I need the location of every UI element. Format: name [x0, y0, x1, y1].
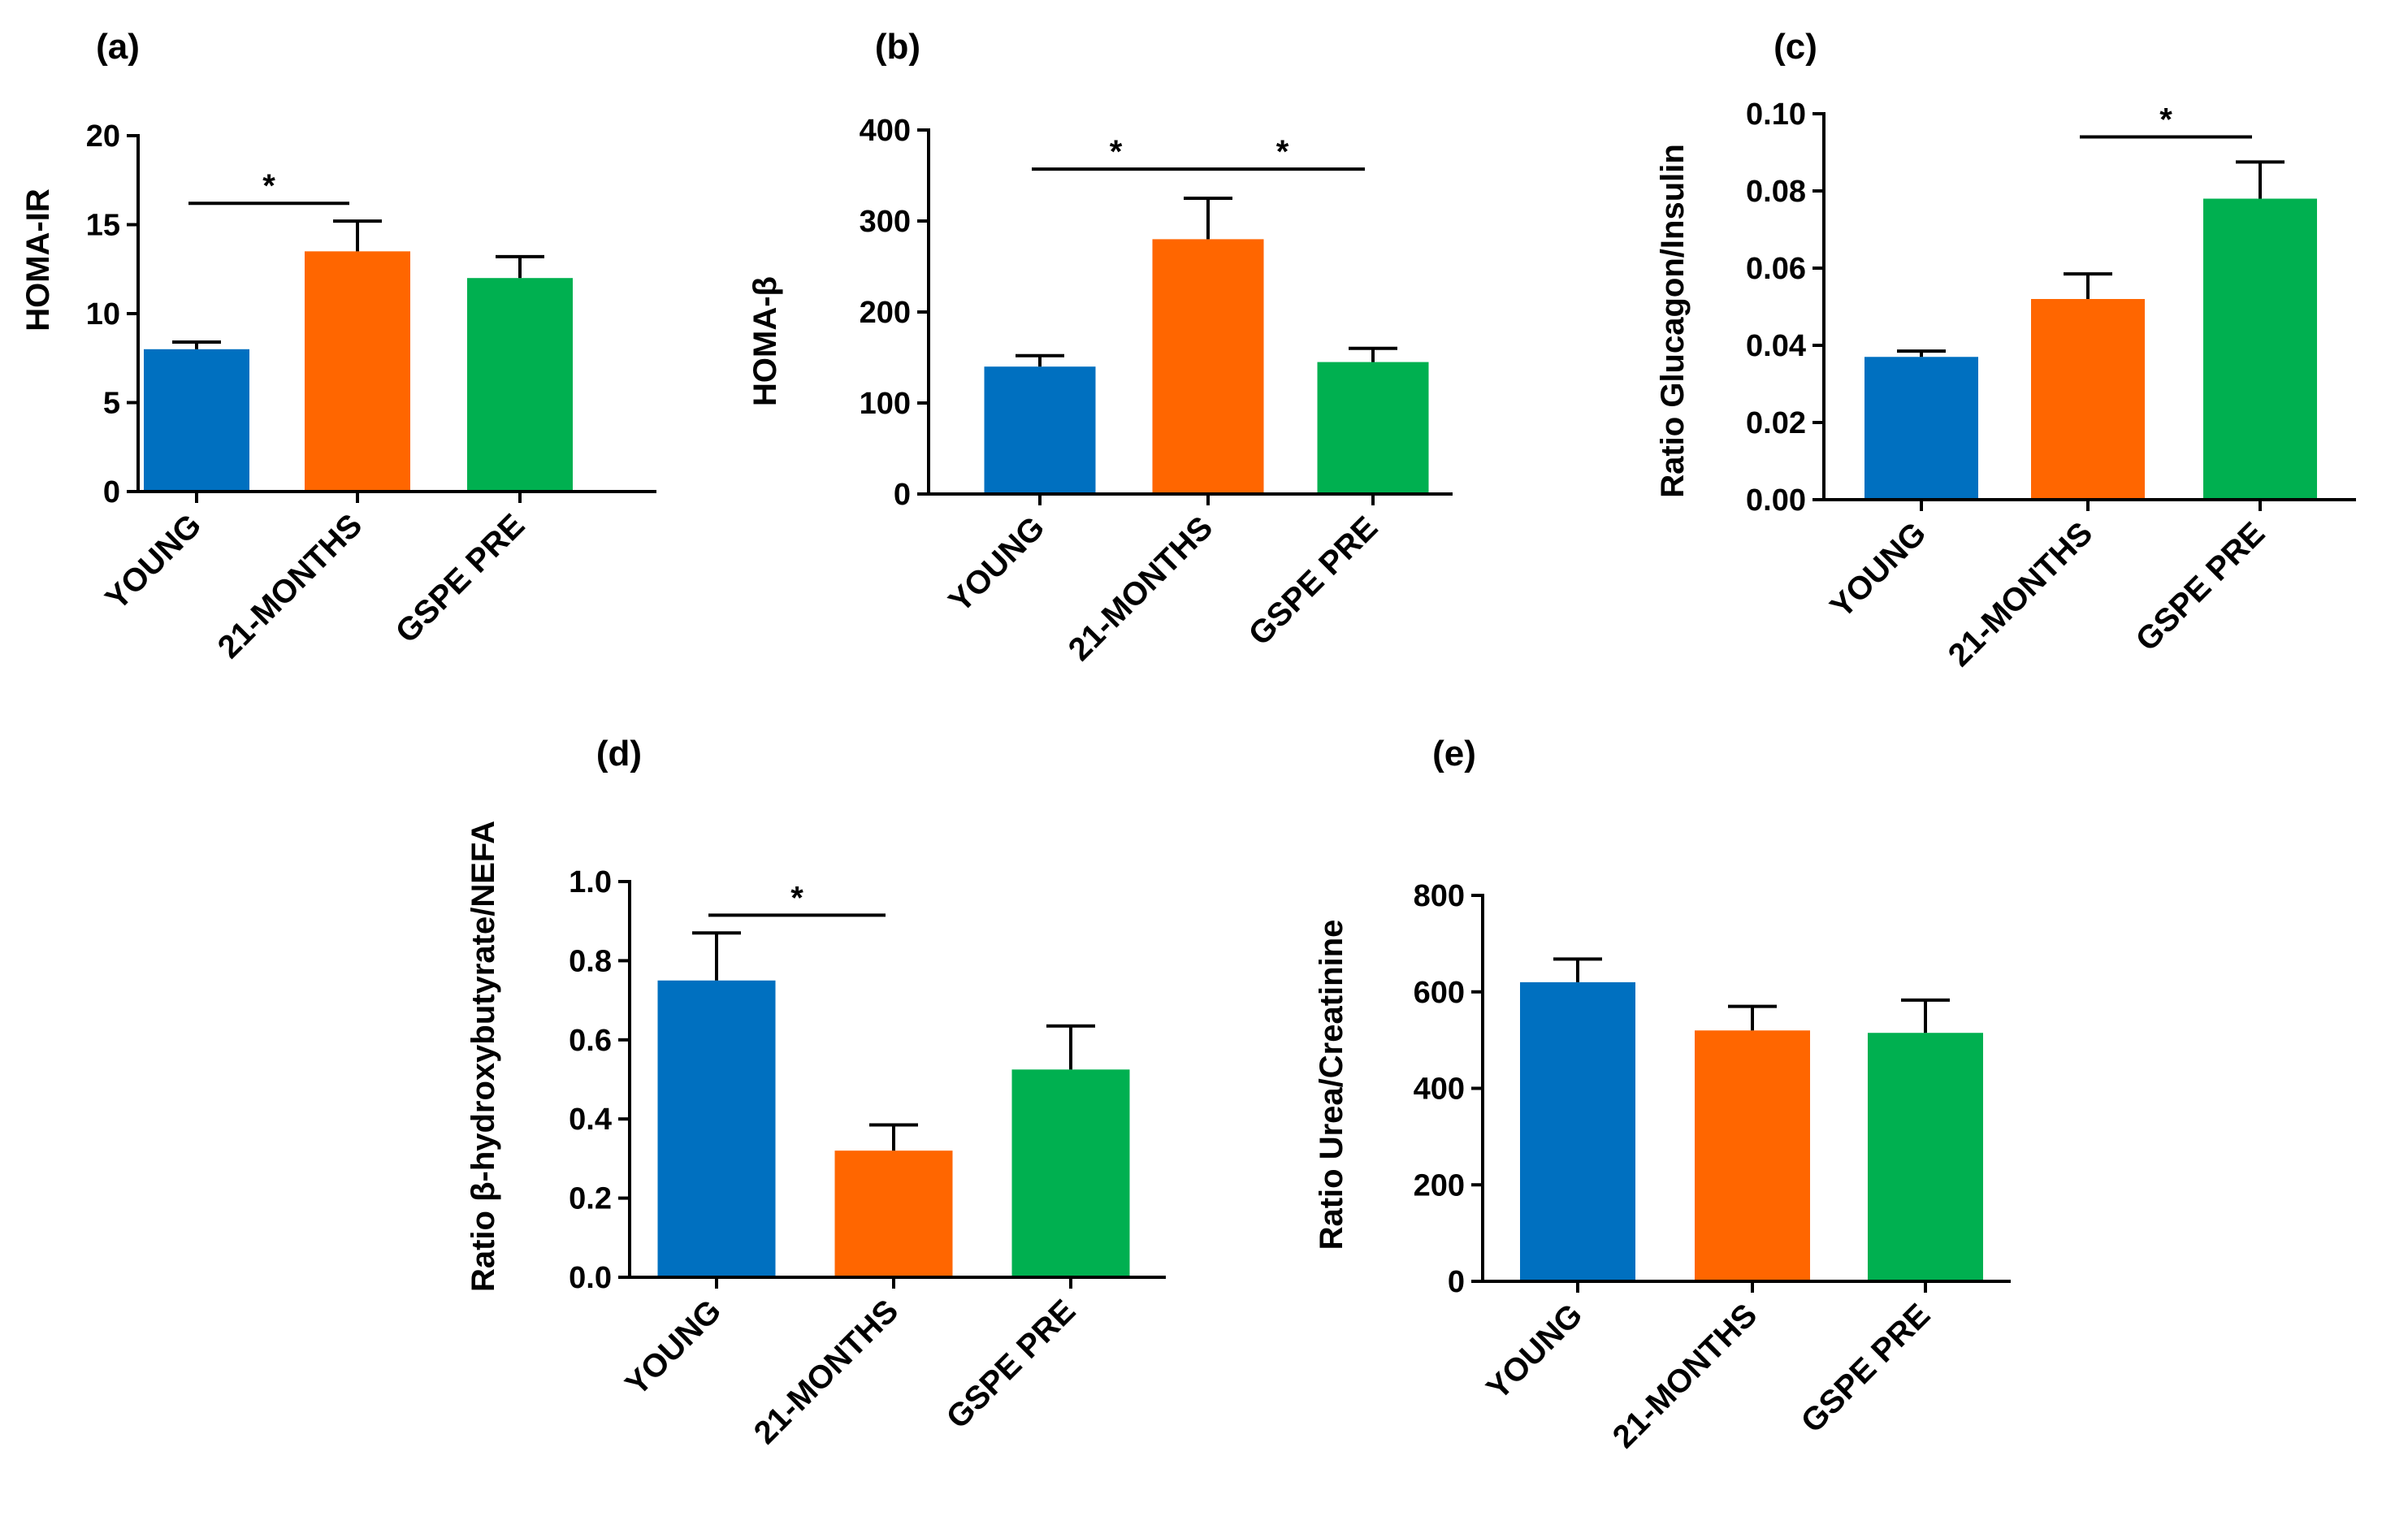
panel-a-label: (a): [96, 27, 140, 67]
y-tick-label: 800: [1414, 879, 1465, 913]
bar-2: [1317, 362, 1429, 494]
significance-marker: *: [790, 880, 803, 916]
y-tick-label: 200: [1414, 1168, 1465, 1202]
y-tick-label: 0: [894, 478, 911, 512]
significance-marker: *: [262, 168, 275, 204]
y-tick-label: 1.0: [569, 865, 612, 899]
significance-marker: *: [2159, 102, 2172, 138]
bar-0: [1864, 357, 1978, 500]
y-tick-label: 0.2: [569, 1182, 612, 1216]
y-tick-label: 0.6: [569, 1024, 612, 1058]
y-tick-label: 0.0: [569, 1261, 612, 1295]
x-category-label: GSPE PRE: [940, 1293, 1083, 1436]
bar-1: [305, 251, 410, 492]
x-category-label: YOUNG: [1824, 515, 1934, 625]
panel-b: (b) HOMA-β 0 100 200 300 400 YOUNG 21-MONTHS GS…: [747, 27, 1453, 668]
y-tick-label: 200: [860, 296, 911, 330]
x-category-label: 21-MONTHS: [747, 1293, 906, 1451]
y-tick-label: 10: [86, 297, 120, 332]
bar-1: [834, 1150, 953, 1277]
panel-e-ylabel: Ratio Urea/Creatinine: [1314, 920, 1349, 1250]
panel-a: (a) HOMA-IR 0 5 10 15 20 YOUNG 21-MONTHS GSPE P…: [20, 27, 656, 665]
x-category-label: YOUNG: [942, 509, 1052, 619]
y-tick-label: 0.02: [1746, 406, 1806, 440]
bar-2: [1011, 1069, 1130, 1277]
panel-b-ylabel: HOMA-β: [747, 276, 783, 406]
y-tick-label: 600: [1414, 976, 1465, 1010]
bar-2: [1868, 1033, 1983, 1281]
y-tick-label: 300: [860, 205, 911, 239]
x-category-label: 21-MONTHS: [1942, 515, 2100, 674]
panel-e: (e) Ratio Urea/Creatinine 0 200 400 600 800 Y…: [1314, 734, 2011, 1455]
x-category-label: 21-MONTHS: [1606, 1297, 1765, 1455]
x-category-label: GSPE PRE: [389, 507, 532, 650]
bar-2: [2203, 198, 2317, 500]
y-tick-label: 400: [1414, 1072, 1465, 1107]
panel-c-ylabel: Ratio Glucagon/Insulin: [1655, 144, 1691, 498]
y-tick-label: 0.10: [1746, 98, 1806, 132]
y-tick-label: 0.08: [1746, 175, 1806, 209]
significance-marker: *: [1110, 134, 1123, 170]
bar-1: [2031, 299, 2145, 500]
bar-0: [657, 980, 776, 1277]
y-tick-label: 15: [86, 209, 120, 243]
y-tick-label: 0: [1448, 1265, 1465, 1299]
bar-0: [144, 349, 249, 492]
panel-d-label: (d): [596, 734, 642, 774]
panel-c-label: (c): [1774, 27, 1817, 67]
y-tick-label: 400: [860, 114, 911, 148]
panel-c: (c) Ratio Glucagon/Insulin 0.00 0.02 0.04 0…: [1655, 27, 2356, 674]
x-category-label: 21-MONTHS: [211, 507, 370, 665]
bar-1: [1152, 239, 1264, 494]
y-tick-label: 0.4: [569, 1103, 612, 1137]
x-category-label: 21-MONTHS: [1062, 509, 1220, 668]
panel-d: (d) Ratio β-hydroxybutyrate/NEFA 0.0 0.2 0…: [466, 734, 1166, 1451]
panel-e-label: (e): [1432, 734, 1476, 774]
x-category-label: GSPE PRE: [2129, 515, 2272, 658]
y-tick-label: 20: [86, 119, 120, 154]
x-category-label: YOUNG: [1480, 1297, 1590, 1406]
x-category-label: YOUNG: [99, 507, 209, 617]
x-category-label: GSPE PRE: [1795, 1297, 1938, 1440]
y-tick-label: 5: [103, 387, 120, 421]
y-tick-label: 0.00: [1746, 483, 1806, 518]
y-tick-label: 100: [860, 387, 911, 421]
panel-d-ylabel: Ratio β-hydroxybutyrate/NEFA: [466, 821, 501, 1292]
x-category-label: YOUNG: [619, 1293, 729, 1402]
panel-a-ylabel: HOMA-IR: [20, 188, 56, 332]
y-tick-label: 0.8: [569, 944, 612, 978]
bar-2: [467, 278, 573, 492]
bar-0: [1520, 982, 1635, 1281]
y-tick-label: 0.04: [1746, 329, 1806, 363]
bar-0: [984, 366, 1096, 494]
bar-1: [1695, 1030, 1810, 1281]
y-tick-label: 0.06: [1746, 252, 1806, 286]
significance-marker: *: [1276, 134, 1289, 170]
y-tick-label: 0: [103, 475, 120, 509]
x-category-label: GSPE PRE: [1242, 509, 1385, 652]
panel-b-label: (b): [875, 27, 920, 67]
